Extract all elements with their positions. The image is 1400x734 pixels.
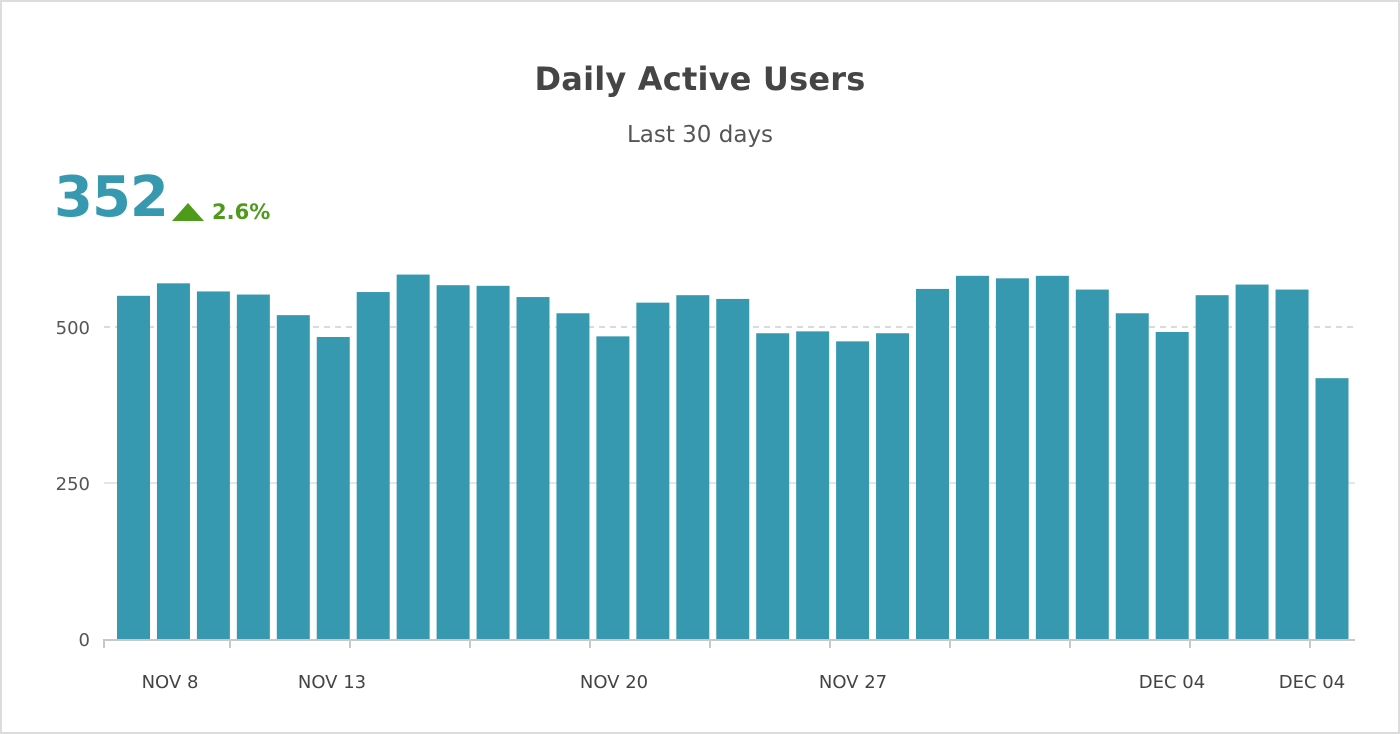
bar: [1115, 313, 1149, 639]
bar: [1035, 275, 1069, 639]
bar: [1195, 295, 1229, 639]
bar: [476, 285, 510, 639]
kpi-change-value: 2.6%: [212, 200, 271, 224]
x-tick-label: NOV 13: [298, 672, 366, 693]
x-tick-label: NOV 8: [142, 672, 199, 693]
bar: [117, 295, 150, 639]
y-tick-label: 250: [56, 474, 90, 495]
triangle-up-icon: [172, 203, 204, 221]
bar: [1155, 331, 1189, 639]
chart-subtitle: Last 30 days: [626, 122, 774, 148]
bar: [676, 295, 710, 639]
bar: [955, 275, 989, 639]
bar: [356, 292, 390, 639]
bar: [1275, 289, 1309, 639]
bar: [196, 291, 230, 639]
bar: [236, 294, 270, 639]
kpi-change: 2.6%: [172, 197, 270, 227]
chart-title: Daily Active Users: [534, 60, 866, 98]
bar: [916, 288, 949, 639]
bar: [1075, 289, 1109, 639]
bar: [156, 283, 190, 639]
bar: [716, 298, 750, 639]
bar: [995, 278, 1029, 639]
bar: [636, 302, 670, 639]
bar: [276, 315, 310, 639]
bar: [1315, 378, 1349, 639]
x-tick-label: NOV 27: [819, 672, 887, 693]
bar: [876, 333, 910, 639]
bar: [556, 313, 590, 639]
x-tick-label: DEC 04: [1139, 672, 1205, 693]
bar: [836, 341, 870, 639]
bar: [1235, 284, 1269, 639]
bar: [796, 331, 830, 639]
y-tick-label: 500: [56, 318, 90, 339]
bar: [596, 336, 630, 639]
bar: [516, 297, 550, 639]
kpi-value: 352: [54, 165, 169, 230]
y-tick-label: 0: [79, 630, 90, 651]
x-tick-label: NOV 20: [580, 672, 648, 693]
bar: [316, 336, 350, 639]
bar: [436, 285, 470, 639]
bar: [396, 274, 430, 639]
bar: [756, 333, 790, 639]
x-tick-label: DEC 04: [1279, 672, 1345, 693]
